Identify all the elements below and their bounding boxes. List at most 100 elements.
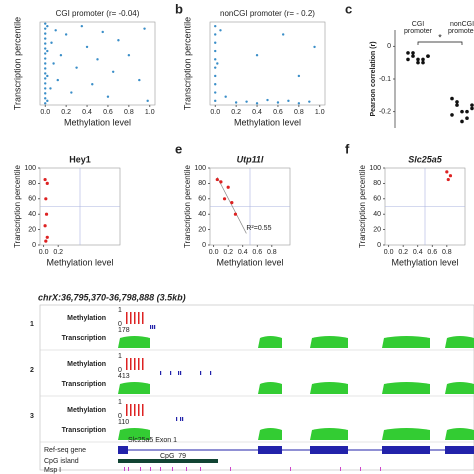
point xyxy=(287,99,290,103)
x-tick-label: 0.2 xyxy=(223,249,233,256)
y-tick-label: 0 xyxy=(32,242,36,249)
site xyxy=(160,371,162,375)
msp-site xyxy=(360,467,361,471)
category-label: promoter xyxy=(404,28,433,35)
y-axis-label: Transcription percentile xyxy=(183,165,192,248)
point xyxy=(448,174,453,178)
point xyxy=(216,62,219,65)
y-tick-label: -0.1 xyxy=(379,76,391,83)
track-label: Ref-seq gene xyxy=(44,447,86,454)
sample-number: 2 xyxy=(30,367,34,374)
track-label: Msp I xyxy=(44,467,61,474)
msp-site xyxy=(380,467,381,471)
track-label: CpG island xyxy=(44,458,79,465)
scale-label: 0 xyxy=(118,413,122,420)
coverage xyxy=(445,336,474,348)
point xyxy=(44,102,47,105)
y-axis-label: Transcription percentile xyxy=(13,165,22,248)
point xyxy=(222,197,227,201)
y-tick-label: 80 xyxy=(198,180,206,187)
msp-site xyxy=(230,467,231,471)
site xyxy=(152,325,154,329)
x-tick-label: 0.6 xyxy=(252,249,262,256)
x-tick-label: 0.8 xyxy=(124,109,134,116)
point xyxy=(219,29,222,32)
methyl-bar xyxy=(142,358,144,370)
scale-label: 0 xyxy=(118,367,122,374)
point xyxy=(281,33,285,36)
x-tick-label: 0.4 xyxy=(82,109,92,116)
frame xyxy=(39,304,474,471)
point xyxy=(214,24,217,28)
point xyxy=(450,96,454,101)
x-axis-label: Methylation level xyxy=(216,257,283,267)
track-label: Transcription xyxy=(62,381,106,388)
point xyxy=(455,100,459,104)
x-tick-label: 0.0 xyxy=(209,249,219,256)
point xyxy=(143,27,146,30)
x-tick-label: 0.0 xyxy=(39,249,49,256)
point xyxy=(46,74,49,78)
y-tick-label: 20 xyxy=(198,226,206,233)
point xyxy=(44,27,47,30)
msp-site xyxy=(160,467,161,471)
msp-site xyxy=(150,467,151,471)
point xyxy=(460,119,464,124)
y-tick-label: 100 xyxy=(369,165,381,172)
point xyxy=(226,185,230,189)
point xyxy=(313,45,316,49)
coverage xyxy=(310,428,348,440)
scale-label: 110 xyxy=(118,419,129,426)
point xyxy=(44,72,47,75)
point xyxy=(445,170,449,174)
point xyxy=(46,99,49,103)
point xyxy=(96,58,99,61)
x-tick-label: 0.2 xyxy=(61,109,71,116)
point xyxy=(44,212,49,216)
panel-label: b xyxy=(175,1,183,16)
track-label: Transcription xyxy=(62,335,106,342)
y-tick-label: 0 xyxy=(377,242,381,249)
point xyxy=(230,201,234,205)
point xyxy=(411,54,415,58)
exon xyxy=(445,446,474,454)
point xyxy=(276,101,280,104)
point xyxy=(101,30,104,34)
methyl-bar xyxy=(138,358,140,370)
coverage xyxy=(258,428,282,440)
point xyxy=(214,58,217,61)
y-tick-label: 40 xyxy=(373,211,381,218)
point xyxy=(421,60,425,65)
x-tick-label: 1.0 xyxy=(145,109,155,116)
point xyxy=(85,45,89,49)
point xyxy=(44,197,48,201)
y-tick-label: 60 xyxy=(373,196,381,203)
point xyxy=(46,24,49,28)
scale-label: 178 xyxy=(118,327,130,334)
y-tick-label: 40 xyxy=(198,211,206,218)
point xyxy=(308,100,311,103)
msp-site xyxy=(290,467,291,471)
x-axis-label: Methylation level xyxy=(64,117,131,127)
point xyxy=(234,101,238,104)
x-tick-label: 0.2 xyxy=(231,109,241,116)
point xyxy=(138,78,141,82)
x-tick-label: 0.4 xyxy=(413,249,423,256)
point xyxy=(219,180,223,184)
x-tick-label: 0.8 xyxy=(267,249,277,256)
site xyxy=(210,371,212,375)
point xyxy=(421,57,425,62)
track-label: Methylation xyxy=(67,315,106,322)
sample-number: 1 xyxy=(30,321,34,328)
y-tick-label: 100 xyxy=(24,165,36,172)
point xyxy=(455,103,459,107)
point xyxy=(64,33,68,36)
x-tick-label: 0.2 xyxy=(53,249,63,256)
x-tick-label: 0.0 xyxy=(40,109,50,116)
track-label: Methylation xyxy=(67,407,106,414)
scale-label: 413 xyxy=(118,373,130,380)
point xyxy=(70,91,73,94)
point xyxy=(75,66,78,69)
point xyxy=(214,33,217,36)
point xyxy=(214,74,217,78)
